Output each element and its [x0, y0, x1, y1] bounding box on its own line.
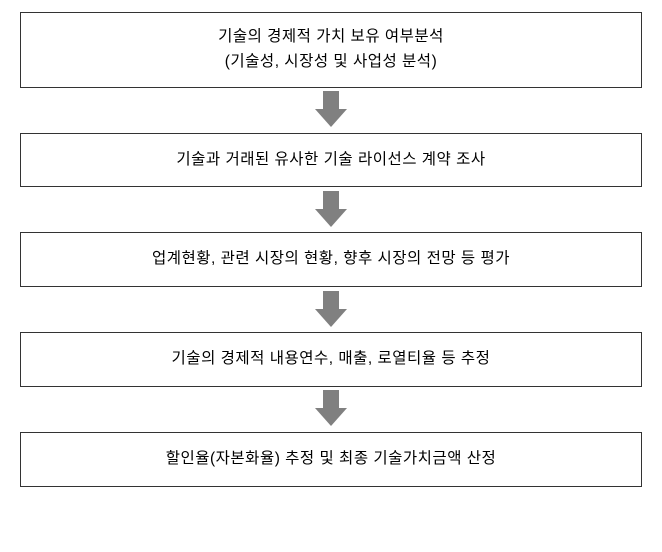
- step-text-4-line-1: 기술의 경제적 내용연수, 매출, 로열티율 등 추정: [172, 347, 491, 372]
- step-box-5: 할인율(자본화율) 추정 및 최종 기술가치금액 산정: [20, 432, 642, 487]
- step-box-1: 기술의 경제적 가치 보유 여부분석 (기술성, 시장성 및 사업성 분석): [20, 12, 642, 88]
- arrow-1: [319, 88, 343, 133]
- arrow-3: [319, 287, 343, 332]
- step-text-1-line-2: (기술성, 시장성 및 사업성 분석): [225, 50, 437, 75]
- step-box-2: 기술과 거래된 유사한 기술 라이선스 계약 조사: [20, 133, 642, 188]
- arrow-down-icon: [319, 390, 343, 428]
- step-box-3: 업계현황, 관련 시장의 현황, 향후 시장의 전망 등 평가: [20, 232, 642, 287]
- arrow-4: [319, 387, 343, 432]
- arrow-2: [319, 187, 343, 232]
- step-text-1-line-1: 기술의 경제적 가치 보유 여부분석: [218, 25, 444, 50]
- arrow-down-icon: [319, 291, 343, 329]
- step-text-2-line-1: 기술과 거래된 유사한 기술 라이선스 계약 조사: [176, 148, 485, 173]
- step-text-5-line-1: 할인율(자본화율) 추정 및 최종 기술가치금액 산정: [166, 447, 497, 472]
- step-box-4: 기술의 경제적 내용연수, 매출, 로열티율 등 추정: [20, 332, 642, 387]
- arrow-down-icon: [319, 91, 343, 129]
- step-text-3-line-1: 업계현황, 관련 시장의 현황, 향후 시장의 전망 등 평가: [152, 247, 510, 272]
- arrow-down-icon: [319, 191, 343, 229]
